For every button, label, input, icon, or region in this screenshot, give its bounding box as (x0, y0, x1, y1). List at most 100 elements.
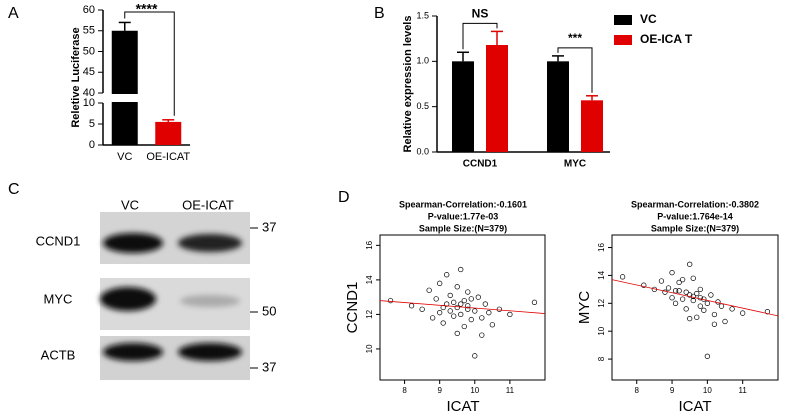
panel-letter: A (8, 5, 19, 22)
point (507, 311, 513, 318)
trend-line (611, 279, 779, 317)
point (465, 306, 471, 312)
x-tick-label: 11 (739, 386, 748, 395)
point (531, 299, 538, 305)
point (447, 308, 453, 314)
y-tick-label: 8 (597, 356, 606, 361)
panel-letter: C (8, 181, 20, 198)
point (489, 322, 495, 328)
point (687, 261, 693, 267)
point (722, 318, 728, 325)
point (658, 278, 665, 284)
point (458, 266, 464, 273)
point (669, 295, 675, 301)
point (683, 289, 689, 295)
point (711, 311, 718, 318)
point (694, 290, 700, 297)
blot-row: ACTB (41, 347, 76, 362)
chart-title: Sample Size:(N=379) (651, 223, 739, 233)
chart-title: Spearman-Correlation:-0.1601 (399, 199, 527, 209)
significance-bracket (124, 11, 175, 116)
point (472, 353, 478, 359)
point (486, 310, 492, 316)
y-tick-label: 14 (365, 275, 374, 284)
y-tick-label: 1.0 (416, 56, 429, 66)
point (437, 310, 443, 316)
point (676, 279, 682, 286)
y-tick-label: 0.5 (416, 101, 429, 111)
point (715, 299, 721, 305)
point (437, 280, 443, 286)
y-tick-label: 45 (83, 66, 95, 78)
point (679, 296, 686, 302)
point (496, 306, 503, 312)
point (687, 292, 693, 298)
chart-title: P-value:1.77e-03 (428, 211, 499, 221)
point (465, 303, 471, 309)
x-tick-label: 10 (703, 386, 712, 395)
point (468, 296, 474, 302)
point (697, 303, 703, 309)
point (444, 272, 450, 278)
point (704, 353, 711, 359)
y-tick-label: 60 (83, 4, 95, 16)
point (426, 287, 432, 293)
annotation: *** (568, 31, 582, 45)
plot-frame (379, 234, 546, 381)
point (482, 301, 488, 307)
y-tick-label: 12 (365, 309, 374, 318)
point (683, 306, 689, 312)
panel-letter: B (374, 5, 385, 22)
x-tick-label: OE-ICAT (146, 151, 190, 163)
point (479, 315, 485, 321)
point (687, 316, 693, 322)
x-tick-label: CCND1 (463, 159, 498, 170)
y-axis-label: CCND1 (344, 282, 361, 334)
point (672, 300, 679, 306)
bar (581, 100, 603, 152)
point (697, 286, 703, 293)
point (444, 301, 450, 307)
point (690, 297, 696, 304)
point (694, 314, 700, 320)
point (451, 313, 457, 319)
point (665, 285, 672, 291)
point (454, 304, 460, 311)
point (454, 330, 460, 337)
blot-row: CCND1 (36, 233, 81, 248)
annotation: NS (472, 7, 489, 21)
x-axis-label: ICAT (446, 398, 479, 415)
bar (111, 30, 138, 145)
point (419, 306, 425, 312)
x-tick-label: 9 (670, 386, 675, 395)
band (178, 234, 242, 252)
x-tick-label: VC (117, 151, 132, 163)
y-tick-label: 14 (597, 270, 606, 279)
y-tick-label: 10 (597, 326, 606, 335)
point (447, 292, 453, 299)
band (100, 287, 156, 311)
x-axis-label: ICAT (678, 398, 711, 415)
chart-title: Spearman-Correlation:-0.3802 (631, 199, 759, 209)
marker-label: 37 (262, 359, 276, 374)
y-tick-label: 16 (365, 240, 374, 249)
point (619, 274, 626, 280)
band (103, 343, 163, 361)
point (472, 308, 478, 314)
point (704, 300, 711, 306)
point (387, 297, 394, 304)
y-tick-label: 1.5 (416, 10, 429, 20)
point (690, 293, 696, 299)
blot-row: MYC (44, 291, 73, 306)
y-tick-label: 10 (83, 97, 95, 109)
y-axis-label: Relative expression levels (402, 16, 414, 153)
y-tick-label: 12 (597, 298, 606, 307)
point (662, 289, 668, 295)
point (408, 303, 415, 309)
point (433, 296, 439, 302)
point (641, 282, 647, 288)
blot-column: OE-ICAT (182, 197, 234, 212)
chart-title: Sample Size:(N=379) (419, 223, 507, 233)
